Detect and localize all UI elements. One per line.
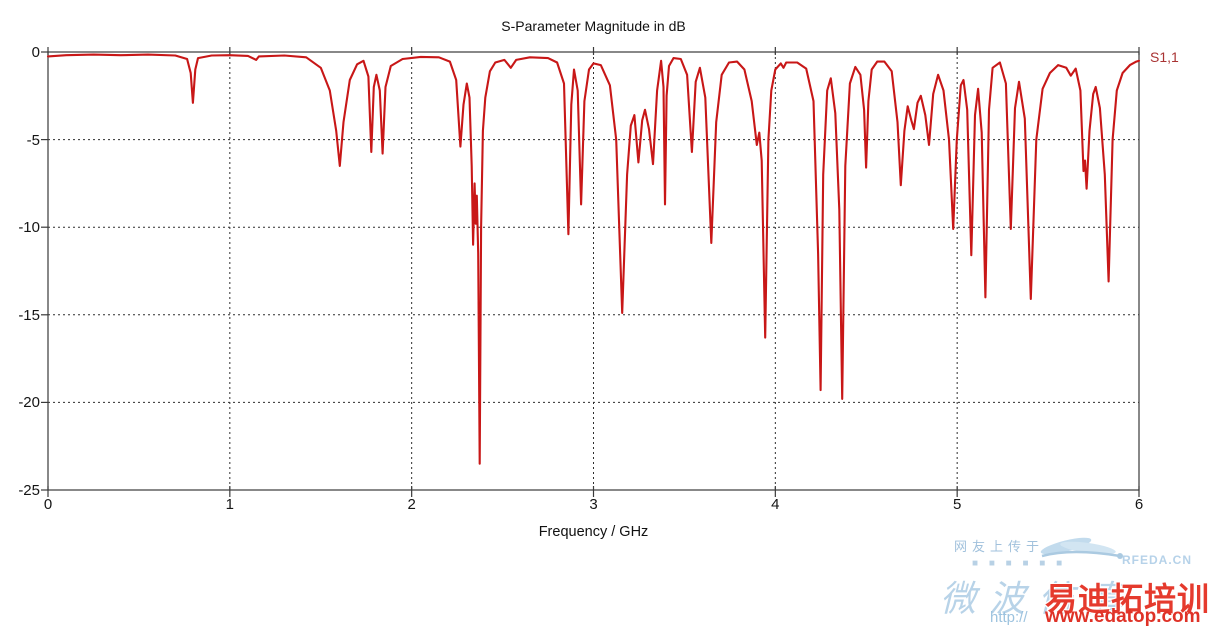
legend-label: S1,1 [1150,49,1179,65]
x-tick-label: 1 [225,496,234,513]
trace-S1,1 [46,53,1141,465]
x-tick-label: 0 [43,496,53,513]
x-tick-label: 5 [952,496,962,513]
y-tick-label: -20 [18,394,40,412]
watermark-rfeda-label: RFEDA.CN [1122,553,1192,567]
watermark-url-prefix: http:// [990,609,1028,626]
x-tick-label: 6 [1134,496,1144,513]
y-tick-label: -10 [18,219,40,237]
x-axis-title: Frequency / GHz [538,524,649,540]
y-tick-label: -25 [18,482,40,499]
y-tick-label: 0 [31,44,40,61]
watermark-site-name: 易迪拓培训 [1045,581,1210,617]
chart-title: S-Parameter Magnitude in dB [501,18,686,34]
x-tick-label: 4 [771,496,780,513]
dragonfly-logo-icon [1040,537,1123,559]
watermark-script-text: 微波仿真 [940,579,1137,619]
watermark-uploader-text: 网友上传于 [954,539,1045,554]
y-tick-label: -15 [18,306,40,324]
watermark-url: www.edatop.com [1045,606,1201,627]
watermark: 网友上传于 ■ ■ ■ ■ ■ ■ RFEDA.CN 微波仿真 易迪拓培训 ht… [928,532,1210,632]
x-tick-label: 3 [589,496,598,513]
watermark-squares: ■ ■ ■ ■ ■ ■ [972,558,1067,569]
x-tick-label: 2 [407,496,416,513]
y-tick-label: -5 [26,131,40,149]
